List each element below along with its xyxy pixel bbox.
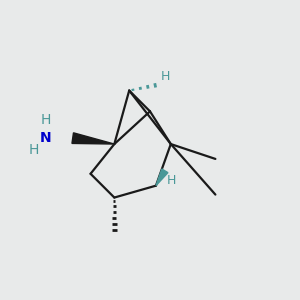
Text: H: H: [160, 70, 170, 83]
Text: H: H: [29, 143, 39, 157]
Polygon shape: [72, 133, 114, 144]
Polygon shape: [156, 169, 168, 186]
Text: H: H: [41, 113, 51, 127]
Text: H: H: [166, 174, 176, 187]
Text: N: N: [40, 131, 52, 145]
